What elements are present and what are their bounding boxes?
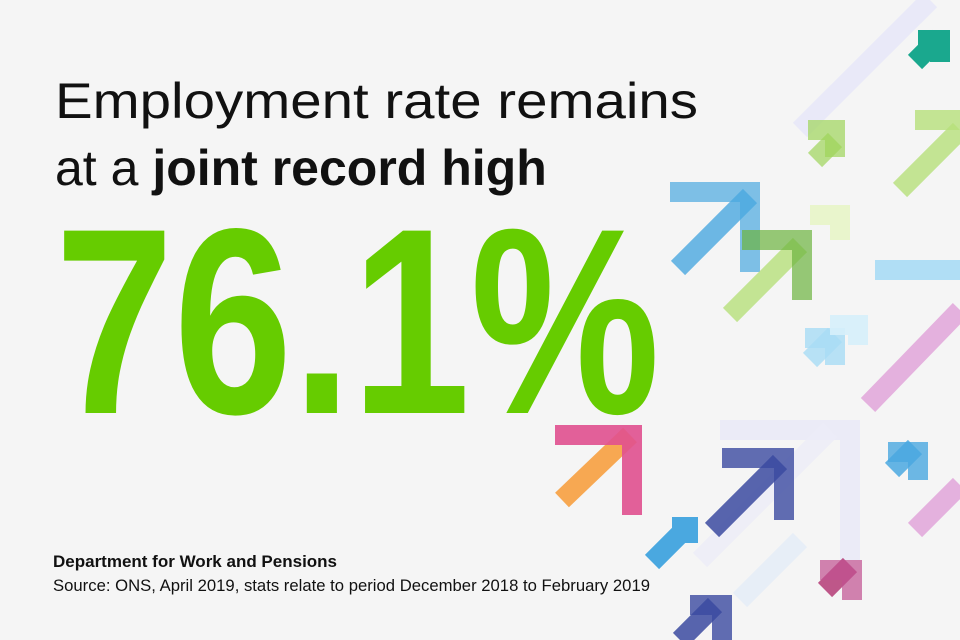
source-note: Source: ONS, April 2019, stats relate to…: [53, 576, 650, 595]
headline-bold: joint record high: [151, 140, 546, 196]
statistic: 76.1%: [55, 174, 660, 470]
organisation: Department for Work and Pensions: [53, 552, 337, 571]
headline-line: at a joint record high: [55, 140, 547, 196]
headline-line: Employment rate remains: [55, 73, 698, 129]
headline-plain: at a: [55, 140, 139, 196]
